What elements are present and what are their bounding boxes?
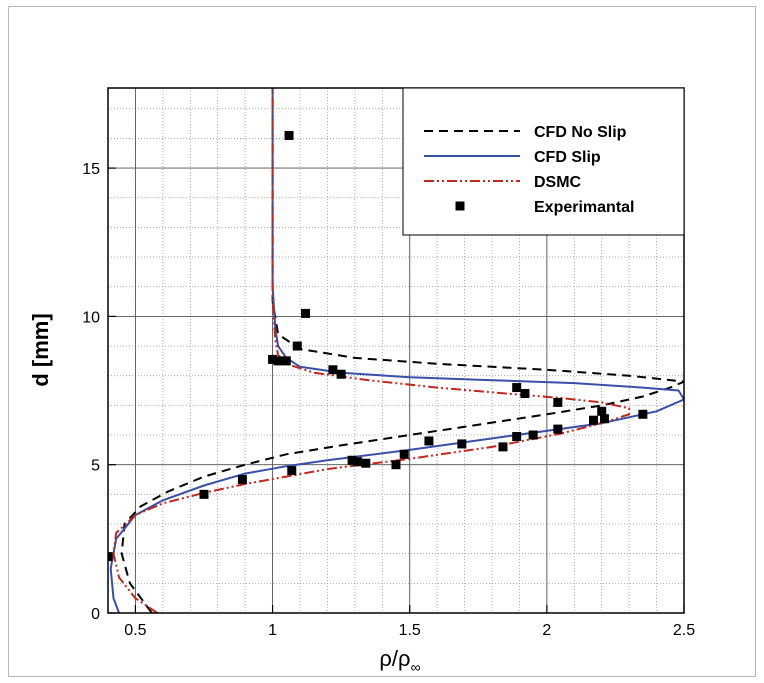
series-line-cfd-slip [109,88,684,613]
legend-label-dsmc: DSMC [534,174,582,191]
data-point-experimantal [287,466,297,476]
legend-label-experimantal: Experimantal [534,199,634,216]
data-point-experimantal [353,457,363,467]
series-layer [108,88,684,613]
x-tick-label: 2.5 [673,622,695,639]
y-tick-label: 0 [91,606,100,623]
x-tick-label: 2 [542,622,551,639]
data-point-experimantal [284,130,294,140]
data-point-experimantal [108,552,113,562]
data-point-experimantal [597,406,607,416]
data-point-experimantal [457,439,467,449]
y-tick-label: 5 [91,458,100,475]
legend: CFD No Slip CFD Slip DSMC Experimantal [402,87,685,236]
data-point-experimantal [512,432,522,442]
data-point-experimantal [268,354,278,364]
data-point-experimantal [281,356,291,366]
data-point-experimantal [300,308,310,318]
x-axis-label-subscript: ∞ [411,659,421,675]
data-point-experimantal [638,409,648,419]
x-axis-label: ρ/ρ∞ [379,646,420,675]
data-point-experimantal [399,449,409,459]
axis-ticks: 0.5 1 1.5 2 2.5 0 5 10 15 [82,161,695,639]
data-point-experimantal [553,397,563,407]
data-point-experimantal [361,458,371,468]
x-tick-label: 1 [268,622,277,639]
y-tick-label: 10 [82,309,100,326]
data-point-experimantal [199,489,209,499]
plot-area-border [107,87,685,614]
data-point-experimantal [528,430,538,440]
data-point-experimantal [599,414,609,424]
data-point-experimantal [347,455,357,465]
data-point-experimantal [292,341,302,351]
data-point-experimantal [424,436,434,446]
data-point-experimantal [520,389,530,399]
data-point-experimantal [391,460,401,470]
figure-frame [8,6,756,677]
data-point-experimantal [237,475,247,485]
y-tick-label: 15 [82,161,100,178]
data-point-experimantal [588,415,598,425]
legend-label-cfd-no-slip: CFD No Slip [534,124,627,141]
legend-swatch-experimantal [455,201,465,211]
legend-label-cfd-slip: CFD Slip [534,149,601,166]
data-point-experimantal [512,383,522,393]
x-tick-label: 0.5 [124,622,146,639]
data-point-experimantal [336,369,346,379]
data-point-experimantal [328,365,338,375]
data-point-experimantal [553,424,563,434]
series-line-cfd-no-slip [120,88,684,613]
y-axis-label: d [mm] [28,313,53,386]
data-point-experimantal [498,442,508,452]
legend-box [402,87,685,236]
data-point-experimantal [273,356,283,366]
x-tick-label: 1.5 [399,622,421,639]
